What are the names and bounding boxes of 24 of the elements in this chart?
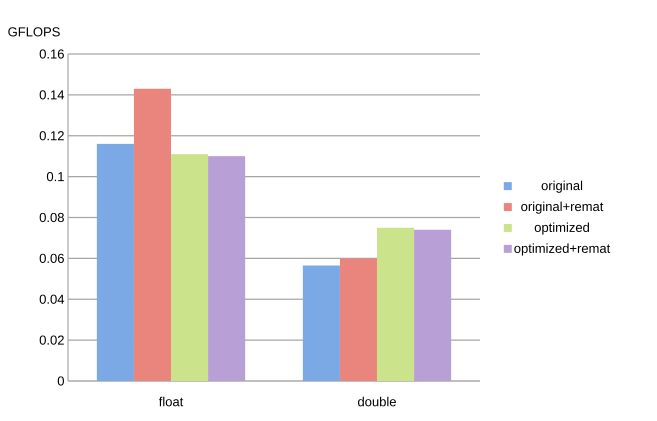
bar xyxy=(96,144,134,381)
y-tick-label: 0.1 xyxy=(46,172,64,182)
y-tick-label: 0.14 xyxy=(40,90,64,100)
y-tick-label: 0.04 xyxy=(40,294,64,304)
x-tick-label: float xyxy=(158,396,184,406)
legend-label: optimized+remat xyxy=(514,243,610,256)
bar xyxy=(377,228,414,381)
y-tick-label: 0.08 xyxy=(40,212,64,222)
bar xyxy=(208,156,246,381)
y-tick-label: 0.06 xyxy=(40,254,64,263)
y-tick-label: 0.16 xyxy=(40,49,64,59)
x-tick-label: double xyxy=(358,396,396,406)
y-tick-label: 0.12 xyxy=(40,131,64,140)
legend-label: optimized xyxy=(534,222,589,235)
bar xyxy=(414,230,452,381)
y-tick-label: 0 xyxy=(58,376,64,386)
bar xyxy=(302,266,340,381)
bar xyxy=(340,258,377,381)
bar xyxy=(134,88,172,381)
y-tick-label: 0.02 xyxy=(40,336,64,345)
y-axis-title: GFLOPS xyxy=(8,27,60,36)
bar xyxy=(171,154,208,381)
legend-label: original xyxy=(542,180,582,193)
legend-label: original+remat xyxy=(521,202,604,214)
